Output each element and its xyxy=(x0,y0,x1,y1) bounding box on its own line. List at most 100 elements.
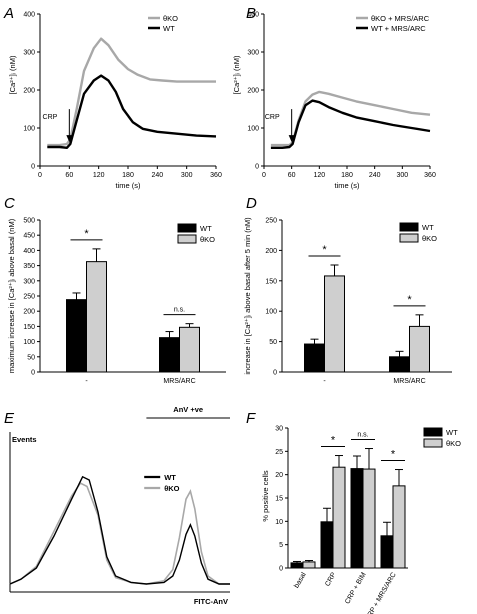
bar-f-ko xyxy=(302,561,316,569)
series-line-a-wt xyxy=(47,74,217,149)
legend-swatch-f xyxy=(423,438,443,448)
bar-d-ko xyxy=(324,275,345,373)
category-label: CRP + MRS/ARC xyxy=(364,572,398,614)
significance-label: n.s. xyxy=(174,307,185,314)
y-axis-label-c: maximum increase in [Ca²⁺]ᵢ above basal … xyxy=(7,218,16,373)
y-tick-label: 10 xyxy=(275,519,283,526)
y-tick-label: 350 xyxy=(23,263,35,270)
x-axis-label-e: FITC-AnV xyxy=(194,597,228,606)
y-tick-label: 100 xyxy=(265,309,277,316)
bar-d-wt xyxy=(389,356,410,373)
x-tick-label: 0 xyxy=(38,172,42,179)
significance-label: * xyxy=(391,449,396,461)
y-tick-label: 200 xyxy=(23,88,35,95)
legend-entry-a: WT xyxy=(163,24,175,33)
anv-gate-label: AnV +ve xyxy=(173,405,203,414)
significance-label: * xyxy=(407,294,412,306)
y-tick-label: 50 xyxy=(269,339,277,346)
y-tick-label: 15 xyxy=(275,496,283,503)
legend-entry-b: θKO + MRS/ARC xyxy=(371,14,430,23)
y-tick-label: 0 xyxy=(31,370,35,377)
x-tick-label: 60 xyxy=(288,172,296,179)
y-tick-label: 400 xyxy=(247,12,259,19)
category-label-group: CRP + MRS/ARC xyxy=(364,572,398,614)
histogram-wt xyxy=(9,475,230,585)
panel-label-f: F xyxy=(246,410,256,427)
x-tick-label: 300 xyxy=(181,172,193,179)
bar-c-ko xyxy=(86,261,107,373)
series-line-a-ko xyxy=(47,37,216,147)
panel-label-d: D xyxy=(246,195,257,212)
y-tick-label: 5 xyxy=(279,542,283,549)
panel-label-c: C xyxy=(4,195,15,212)
legend-entry-c: θKO xyxy=(200,235,215,244)
y-tick-label: 0 xyxy=(279,566,283,573)
crp-label-a: CRP xyxy=(43,114,58,121)
panel-label-a: A xyxy=(3,5,14,22)
category-label-group: CRP xyxy=(324,571,338,588)
y-tick-label: 300 xyxy=(23,278,35,285)
crp-label-b: CRP xyxy=(265,114,280,121)
significance-label: * xyxy=(322,244,327,256)
y-tick-label: 450 xyxy=(23,233,35,240)
legend-entry-d: θKO xyxy=(422,234,437,243)
legend-entry-e: WT xyxy=(164,473,176,482)
x-tick-label: 300 xyxy=(396,172,408,179)
y-tick-label: 100 xyxy=(23,126,35,133)
category-label: MRS/ARC xyxy=(163,378,195,385)
y-tick-label: 20 xyxy=(275,472,283,479)
category-label: basal xyxy=(293,571,308,589)
legend-swatch-c xyxy=(177,223,197,233)
legend-entry-f: θKO xyxy=(446,439,461,448)
category-label: CRP + BIM xyxy=(344,571,368,605)
y-tick-label: 200 xyxy=(23,309,35,316)
y-tick-label: 150 xyxy=(265,278,277,285)
bar-f-wt xyxy=(350,468,364,569)
panel-label-e: E xyxy=(4,410,15,427)
x-tick-label: 360 xyxy=(424,172,436,179)
y-axis-label-e: Events xyxy=(12,435,37,444)
bar-f-ko xyxy=(392,485,406,569)
x-tick-label: 240 xyxy=(369,172,381,179)
significance-label: * xyxy=(331,435,336,447)
significance-label: * xyxy=(84,228,89,240)
x-axis-label-b: time (s) xyxy=(335,181,361,190)
series-line-b-wt xyxy=(270,99,431,149)
bar-d-wt xyxy=(304,343,325,373)
y-axis-label-d: increase in [Ca²⁺]ᵢ above basal after 5 … xyxy=(243,217,252,375)
x-tick-label: 60 xyxy=(65,172,73,179)
y-axis-label-a: [Ca²⁺]ᵢ (nM) xyxy=(8,55,17,94)
crp-arrow-head-b xyxy=(288,135,295,143)
panel-label-b: B xyxy=(246,5,256,22)
legend-swatch-d xyxy=(399,233,419,243)
legend-entry-b: WT + MRS/ARC xyxy=(371,24,426,33)
bar-f-wt xyxy=(290,562,304,569)
x-axis-label-a: time (s) xyxy=(116,181,142,190)
bar-d-ko xyxy=(409,325,430,373)
category-label-group: basal xyxy=(293,571,308,589)
y-tick-label: 500 xyxy=(23,218,35,225)
y-axis-label-c-group: maximum increase in [Ca²⁺]ᵢ above basal … xyxy=(7,218,16,373)
bar-c-wt xyxy=(66,299,87,373)
bar-c-ko xyxy=(179,326,200,373)
bar-f-wt xyxy=(320,521,334,569)
crp-arrow-head-a xyxy=(66,135,73,143)
legend-swatch-f xyxy=(423,427,443,437)
category-label: CRP xyxy=(324,571,338,588)
category-label: - xyxy=(323,378,326,385)
legend-entry-a: θKO xyxy=(163,14,178,23)
y-tick-label: 250 xyxy=(23,294,35,301)
x-tick-label: 240 xyxy=(151,172,163,179)
bar-f-wt xyxy=(380,535,394,569)
y-axis-label-b: [Ca²⁺]ᵢ (nM) xyxy=(232,55,241,94)
y-tick-label: 150 xyxy=(23,324,35,331)
bar-c-wt xyxy=(159,337,180,373)
legend-swatch-c xyxy=(177,234,197,244)
legend-swatch-d xyxy=(399,222,419,232)
legend-entry-e: θKO xyxy=(164,484,179,493)
legend-entry-d: WT xyxy=(422,223,434,232)
y-tick-label: 0 xyxy=(273,370,277,377)
y-tick-label: 300 xyxy=(247,50,259,57)
y-axis-label-f: % positive cells xyxy=(261,470,270,522)
